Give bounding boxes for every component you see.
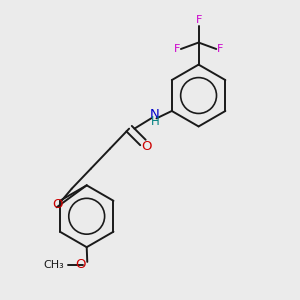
Text: O: O <box>75 258 86 271</box>
Text: O: O <box>52 198 63 212</box>
Text: F: F <box>195 15 202 26</box>
Text: O: O <box>142 140 152 153</box>
Text: CH₃: CH₃ <box>44 260 64 270</box>
Text: H: H <box>151 116 159 128</box>
Text: N: N <box>150 108 160 121</box>
Text: F: F <box>174 44 180 54</box>
Text: F: F <box>217 44 224 54</box>
